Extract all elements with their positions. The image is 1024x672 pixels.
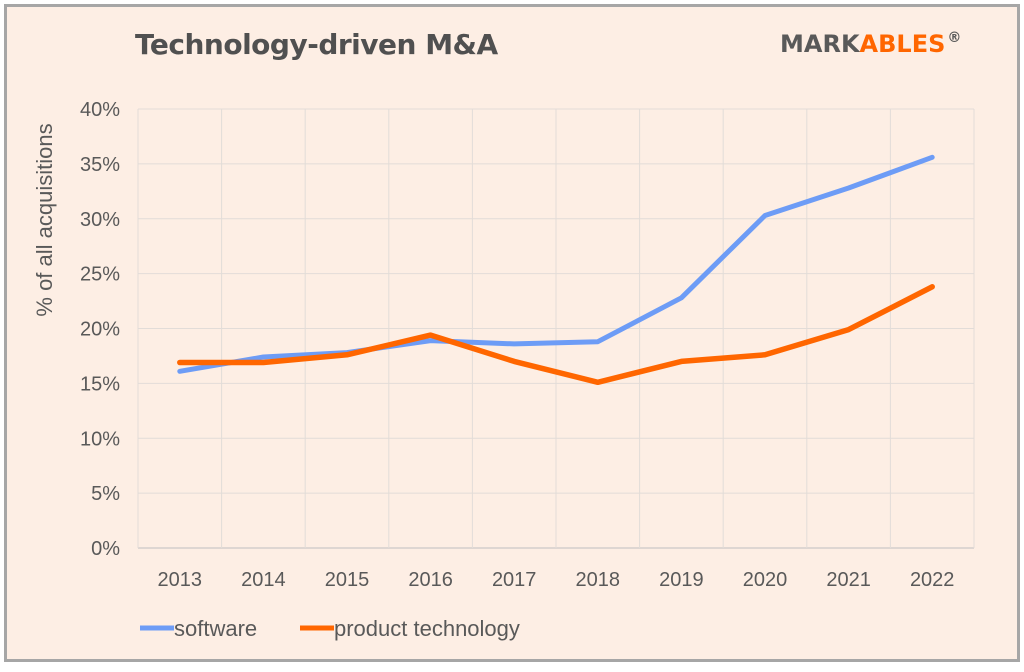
y-axis-label: % of all acquisitions (32, 123, 57, 316)
x-tick-label: 2017 (492, 569, 537, 591)
x-tick-label: 2020 (743, 569, 788, 591)
logo-part-mark: MARK (780, 30, 860, 58)
legend-label: software (174, 616, 257, 641)
x-tick-label: 2021 (826, 569, 871, 591)
x-tick-label: 2015 (325, 569, 370, 591)
y-tick-label: 10% (80, 428, 120, 450)
y-tick-label: 30% (80, 209, 120, 231)
y-tick-label: 0% (91, 538, 120, 560)
x-tick-labels: 2013 2014 2015 2016 2017 2018 2019 2020 2021 2022 (158, 569, 955, 591)
series-line-software (177, 154, 935, 374)
x-tick-label: 2014 (241, 569, 286, 591)
y-tick-label: 5% (91, 483, 120, 505)
logo-registered-mark: ® (947, 30, 962, 46)
y-tick-label: 40% (80, 99, 120, 121)
markables-logo: MARK ABLES ® (780, 30, 961, 58)
series-lines (177, 154, 935, 386)
legend-label: product technology (334, 616, 520, 641)
gridlines (137, 108, 975, 549)
y-tick-label: 15% (80, 373, 120, 395)
series-line-product-technology (177, 284, 935, 386)
y-tick-labels: 0% 5% 10% 15% 20% 25% 30% 35% 40% (80, 99, 120, 560)
x-tick-label: 2018 (576, 569, 621, 591)
x-tick-label: 2019 (659, 569, 704, 591)
x-tick-label: 2022 (910, 569, 955, 591)
y-tick-label: 25% (80, 264, 120, 286)
x-tick-label: 2013 (158, 569, 203, 591)
logo-part-ables: ABLES (859, 30, 946, 58)
chart-title: Technology-driven M&A (135, 28, 498, 61)
x-tick-label: 2016 (408, 569, 453, 591)
legend: software product technology (140, 616, 520, 641)
chart-frame (4, 4, 1020, 662)
y-tick-label: 35% (80, 154, 120, 176)
y-tick-label: 20% (80, 319, 120, 341)
